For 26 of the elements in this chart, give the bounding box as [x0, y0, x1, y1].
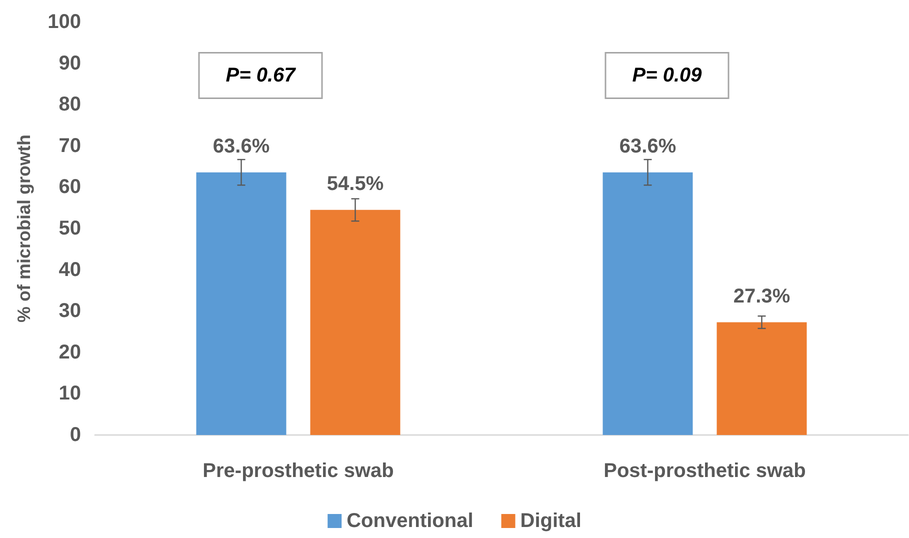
data-label: 54.5%	[326, 172, 384, 195]
data-label: 63.6%	[212, 135, 270, 158]
x-tick-label: Pre-prosthetic swab	[202, 460, 394, 482]
annotation: P= 0.09	[632, 64, 703, 86]
legend-label: Digital	[520, 510, 582, 532]
y-tick-label: 30	[58, 300, 81, 322]
bar	[310, 210, 400, 435]
y-axis-title: % of microbial growth	[14, 134, 34, 323]
y-tick-label: 40	[58, 258, 81, 281]
y-tick-label: 60	[58, 176, 81, 198]
bar	[716, 322, 807, 435]
y-tick-label: 100	[48, 11, 81, 33]
legend-label: Conventional	[346, 510, 474, 532]
bar	[196, 172, 286, 435]
y-tick-label: 90	[58, 52, 81, 74]
y-tick-label: 50	[58, 218, 81, 240]
annotation: P= 0.67	[226, 64, 296, 86]
x-tick-label: Post-prosthetic swab	[604, 460, 806, 482]
data-label: 27.3%	[733, 285, 790, 308]
y-tick-label: 20	[58, 341, 81, 364]
y-tick-label: 80	[58, 94, 81, 116]
y-tick-label: 10	[58, 382, 81, 405]
bar	[602, 172, 693, 435]
y-tick-label: 0	[70, 424, 81, 446]
y-tick-label: 70	[58, 134, 81, 157]
data-label: 63.6%	[619, 135, 676, 158]
